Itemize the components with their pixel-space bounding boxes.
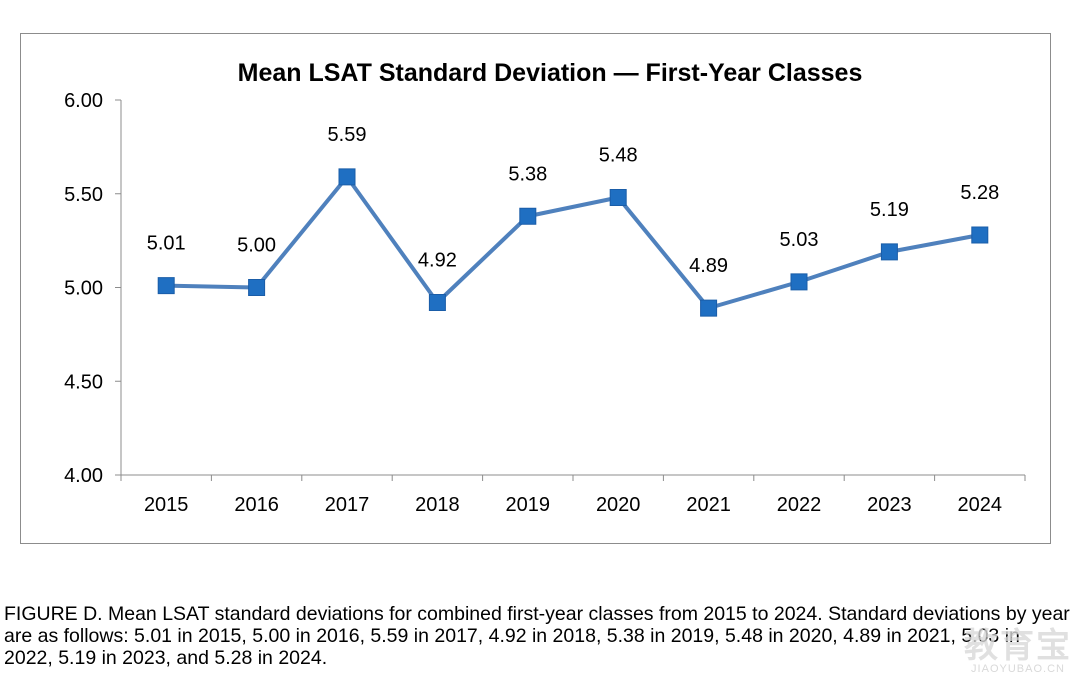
data-point-marker bbox=[428, 294, 446, 311]
data-label: 5.00 bbox=[237, 235, 276, 257]
data-point-marker bbox=[880, 243, 898, 261]
data-point-marker bbox=[248, 279, 266, 296]
line-chart: Mean LSAT Standard Deviation — First-Yea… bbox=[64, 59, 1026, 516]
data-point-marker bbox=[338, 168, 356, 186]
data-label: 5.28 bbox=[960, 182, 999, 204]
y-tick-label: 5.50 bbox=[64, 184, 103, 206]
series-line-group: 5.01 5.00 5.59 4.92 5.38 5.48 4.89 5.03 5.19 5.28 bbox=[147, 124, 999, 317]
x-tick-label: 2019 bbox=[506, 494, 551, 516]
y-tick-label: 4.00 bbox=[64, 465, 103, 487]
data-label: 5.19 bbox=[870, 199, 909, 221]
x-tick-label: 2016 bbox=[234, 494, 279, 516]
series-line bbox=[166, 174, 981, 311]
x-tick-label: 2024 bbox=[958, 494, 1003, 516]
figure-caption: FIGURE D. Mean LSAT standard deviations … bbox=[4, 603, 1070, 669]
data-point-marker bbox=[519, 207, 537, 225]
data-label: 5.03 bbox=[780, 229, 819, 251]
data-label: 5.48 bbox=[599, 145, 638, 167]
watermark-logo: 教育宝 bbox=[964, 627, 1072, 665]
chart-title: Mean LSAT Standard Deviation — First-Yea… bbox=[238, 59, 863, 87]
y-tick-label: 6.00 bbox=[64, 90, 103, 112]
data-point-marker bbox=[157, 277, 175, 295]
x-tick-label: 2023 bbox=[867, 494, 912, 516]
x-tick-label: 2020 bbox=[596, 494, 641, 516]
x-tick-label: 2021 bbox=[686, 494, 731, 516]
data-label: 4.92 bbox=[418, 250, 457, 272]
data-label: 5.38 bbox=[508, 163, 547, 185]
x-tick-label: 2022 bbox=[777, 494, 822, 516]
watermark-text: JIAOYUBAO.CN bbox=[971, 663, 1065, 675]
watermark: 教育宝 JIAOYUBAO.CN bbox=[964, 629, 1072, 675]
data-point-marker bbox=[700, 299, 718, 317]
y-tick-label: 5.00 bbox=[64, 278, 103, 300]
x-tick-label: 2018 bbox=[415, 494, 460, 516]
data-label: 5.01 bbox=[147, 233, 186, 255]
chart-frame: Mean LSAT Standard Deviation — First-Yea… bbox=[20, 33, 1051, 544]
data-point-marker bbox=[609, 189, 627, 206]
x-tick-label: 2015 bbox=[144, 494, 189, 516]
x-tick-label: 2017 bbox=[325, 494, 370, 516]
y-tick-label: 4.50 bbox=[64, 371, 103, 393]
axes: 4.00 4.50 5.00 5.50 6.00 2015 2016 2017 2018 2019… bbox=[64, 90, 1026, 516]
data-label: 4.89 bbox=[689, 255, 728, 277]
data-point-marker bbox=[790, 273, 808, 291]
data-point-marker bbox=[971, 226, 989, 244]
data-label: 5.59 bbox=[328, 124, 367, 146]
